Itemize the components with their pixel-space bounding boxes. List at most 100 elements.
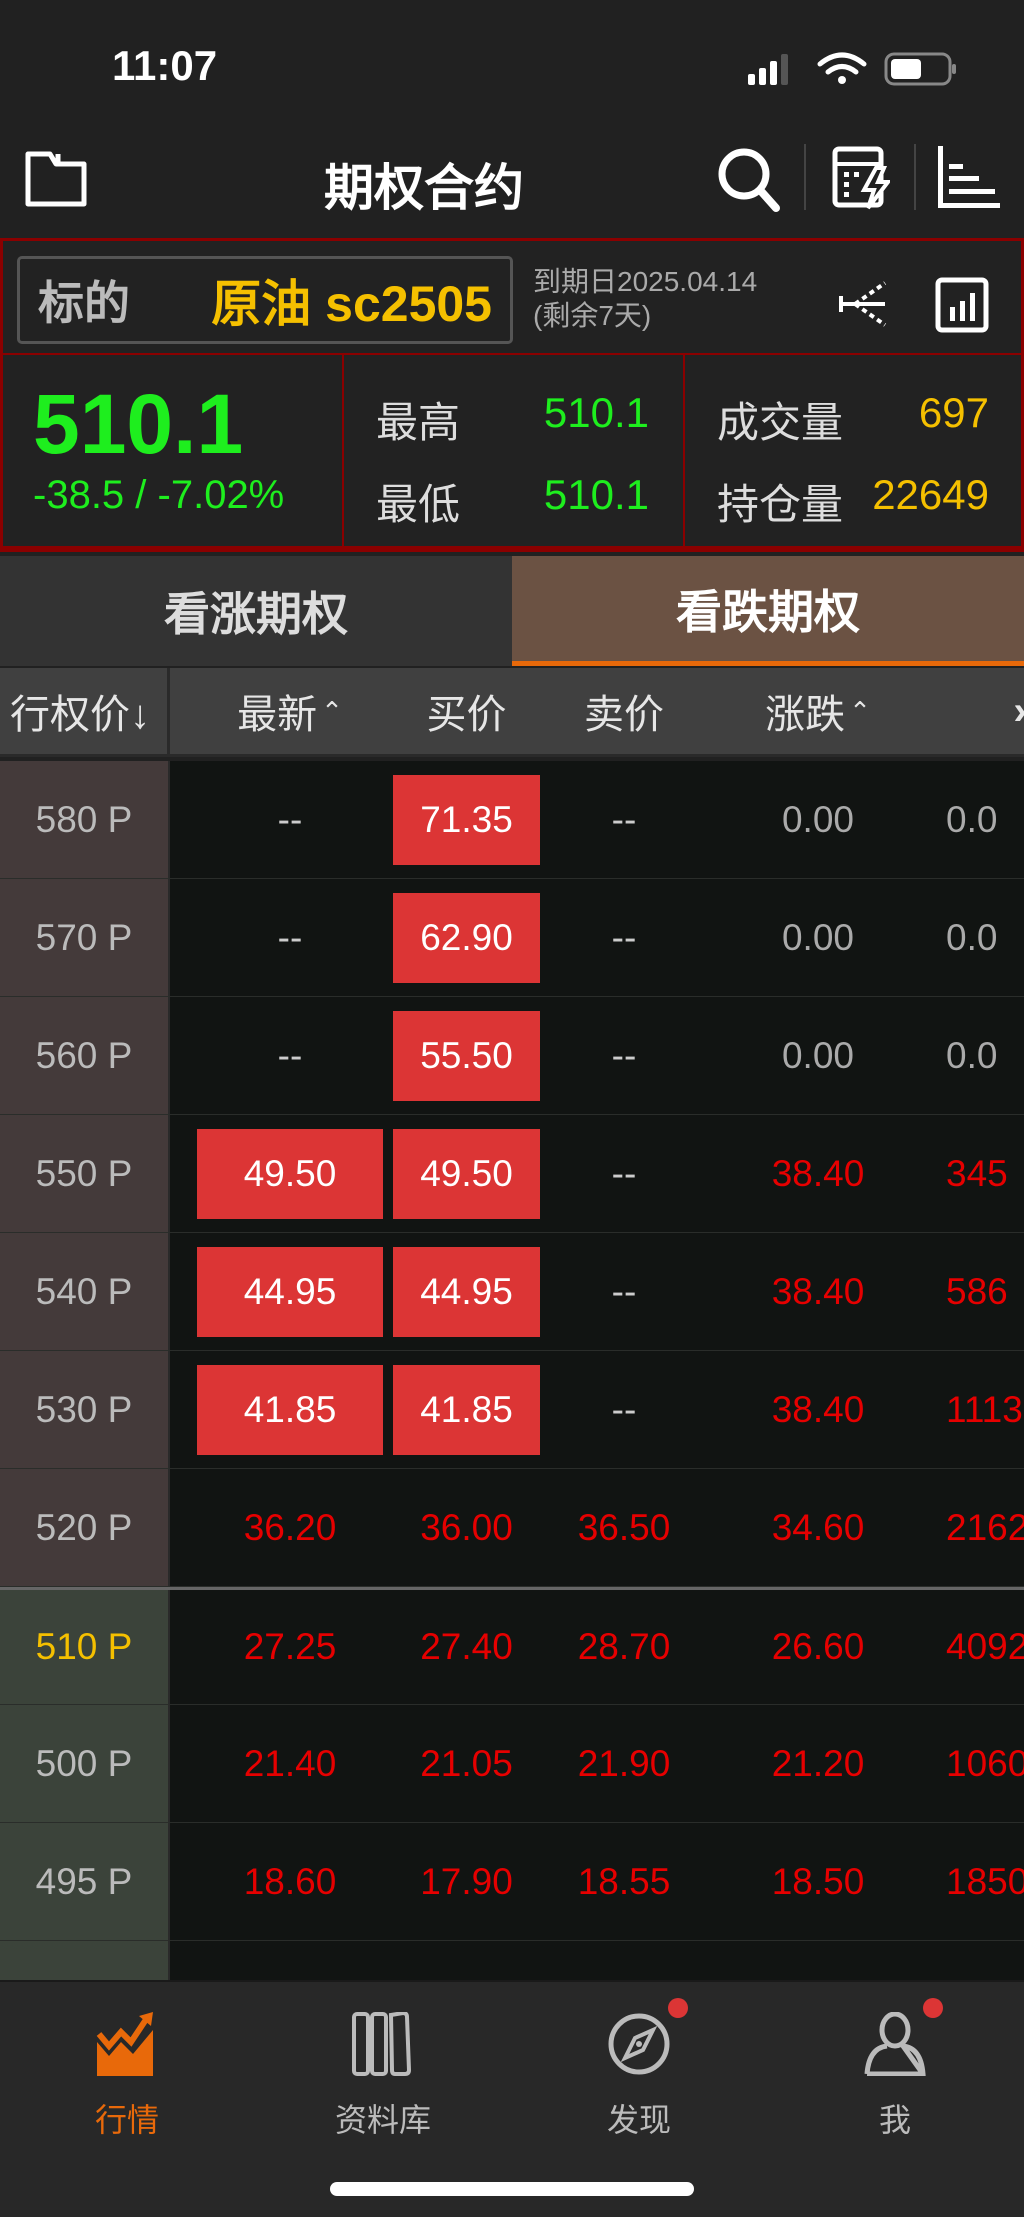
table-row[interactable]: 560 P -- 55.50 -- 0.00 0.0: [0, 997, 1024, 1115]
change-cell: 0.00: [781, 1034, 854, 1076]
sort-icon: ⌃: [849, 695, 871, 726]
column-change[interactable]: 涨跌 ⌃: [720, 668, 916, 754]
strike-price: 500 P: [0, 1705, 170, 1822]
underlying-info-panel: 标的 原油 sc2505 到期日2025.04.14 (剩余7天) 510.1 …: [0, 238, 1024, 552]
expiry-date: 到期日2025.04.14: [533, 266, 758, 297]
divider: [3, 353, 1021, 355]
notification-badge: [923, 1998, 943, 2018]
strike-price: [0, 1941, 170, 1980]
folder-icon[interactable]: [24, 150, 88, 208]
extra-cell: 345: [946, 1152, 1008, 1194]
table-row[interactable]: 495 P 18.60 17.90 18.55 18.50 1850: [0, 1823, 1024, 1941]
low-value: 510.1: [543, 471, 649, 518]
change-cell: 0.00: [781, 916, 854, 958]
strike-price: 495 P: [0, 1823, 170, 1940]
price-change: -38.5 / -7.02%: [33, 473, 285, 517]
search-icon[interactable]: [716, 146, 782, 212]
calculator-icon[interactable]: [832, 146, 890, 210]
table-row[interactable]: 550 P 49.50 49.50 -- 38.40 345: [0, 1115, 1024, 1233]
bid-price-cell: 17.90: [420, 1860, 513, 1902]
column-bid[interactable]: 买价: [426, 693, 507, 737]
share-tree-icon[interactable]: [835, 279, 891, 329]
nav-me[interactable]: 我: [805, 2011, 985, 2141]
trend-chart-icon: [96, 2012, 153, 2076]
volume-value: 697: [918, 389, 989, 436]
nav-quotes[interactable]: 行情: [37, 2012, 217, 2141]
extra-cell: 1060: [946, 1742, 1024, 1784]
bid-price-cell: 21.05: [420, 1742, 513, 1784]
column-ask[interactable]: 卖价: [584, 693, 664, 737]
chart-icon[interactable]: [935, 277, 989, 333]
ask-price-cell: --: [611, 1152, 637, 1194]
last-price-cell: 27.25: [243, 1626, 337, 1667]
page-title: 期权合约: [324, 160, 524, 216]
open-interest-label: 持仓量: [717, 481, 844, 528]
expiry-info: 到期日2025.04.14 (剩余7天): [533, 265, 757, 333]
column-strike[interactable]: 行权价↓: [0, 668, 170, 754]
table-row[interactable]: 580 P -- 71.35 -- 0.00 0.0: [0, 761, 1024, 879]
extra-cell: 4092: [946, 1626, 1024, 1667]
column-last[interactable]: 最新 ⌃: [200, 668, 380, 754]
ask-price-cell: 28.70: [577, 1626, 671, 1667]
open-interest-value: 22649: [872, 471, 989, 518]
extra-cell: 1113: [946, 1388, 1023, 1430]
ask-price-cell: --: [611, 1388, 637, 1430]
last-price-cell: 36.20: [243, 1506, 337, 1548]
bid-price-cell: 36.00: [420, 1506, 513, 1548]
change-cell: 34.60: [771, 1506, 865, 1548]
tab-put-options[interactable]: 看跌期权: [512, 556, 1024, 666]
nav-discover[interactable]: 发现: [549, 2012, 729, 2141]
bid-price-cell: 44.95: [393, 1247, 540, 1337]
divider: [683, 355, 685, 546]
change-cell: 21.20: [771, 1742, 865, 1784]
strike-price: 530 P: [0, 1351, 170, 1468]
tab-call-options[interactable]: 看涨期权: [0, 556, 512, 666]
last-price-cell: --: [277, 916, 303, 958]
table-header: 行权价↓ 最新⌃ 买价 卖价 涨跌⌃ ›: [0, 668, 1024, 757]
extra-cell: 0.0: [946, 916, 998, 958]
nav-library-label: 资料库: [334, 2102, 431, 2138]
table-row[interactable]: 510 P 27.25 27.40 28.70 26.60 4092: [0, 1587, 1024, 1705]
change-cell: 26.60: [771, 1626, 865, 1667]
column-change-label: 涨跌: [765, 693, 846, 737]
extra-cell: 1850: [946, 1860, 1024, 1902]
high-label: 最高: [376, 399, 461, 446]
scroll-right-icon[interactable]: ›: [1000, 668, 1024, 754]
last-price-cell: 18.60: [243, 1860, 337, 1902]
last-price: 510.1: [33, 377, 244, 471]
table-row[interactable]: 540 P 44.95 44.95 -- 38.40 586: [0, 1233, 1024, 1351]
bid-price-cell: 71.35: [393, 775, 540, 865]
home-indicator: [330, 2182, 694, 2196]
change-cell: 18.50: [771, 1860, 865, 1902]
last-price-cell: 21.40: [243, 1742, 337, 1784]
last-price-cell: 49.50: [197, 1129, 383, 1219]
bid-price-cell: 27.40: [420, 1626, 513, 1667]
table-row[interactable]: 500 P 21.40 21.05 21.90 21.20 1060: [0, 1705, 1024, 1823]
volume-label: 成交量: [717, 399, 844, 446]
compass-icon: [608, 2013, 670, 2075]
nav-library[interactable]: 资料库: [293, 2010, 473, 2141]
change-cell: 38.40: [771, 1152, 865, 1194]
strike-price: 520 P: [0, 1469, 170, 1586]
ask-price-cell: --: [611, 916, 637, 958]
ask-price-cell: 21.90: [577, 1742, 671, 1784]
underlying-selector[interactable]: 标的 原油 sc2505: [17, 256, 513, 344]
bid-price-cell: 55.50: [393, 1011, 540, 1101]
strike-price: 550 P: [0, 1115, 170, 1232]
last-price-cell: 44.95: [197, 1247, 383, 1337]
extra-cell: 2162: [946, 1506, 1024, 1548]
table-row[interactable]: 570 P -- 62.90 -- 0.00 0.0: [0, 879, 1024, 997]
list-sort-icon[interactable]: [936, 144, 1002, 210]
strike-price: 580 P: [0, 761, 170, 878]
change-cell: 38.40: [771, 1270, 865, 1312]
extra-cell: 0.0: [946, 798, 998, 840]
last-price-cell: --: [277, 798, 303, 840]
ask-price-cell: --: [611, 798, 637, 840]
strike-price: 540 P: [0, 1233, 170, 1350]
table-row[interactable]: 520 P 36.20 36.00 36.50 34.60 2162: [0, 1469, 1024, 1587]
user-icon: [864, 2011, 927, 2083]
table-row[interactable]: 530 P 41.85 41.85 -- 38.40 1113: [0, 1351, 1024, 1469]
bid-price-cell: 49.50: [393, 1129, 540, 1219]
underlying-name: 原油 sc2505: [211, 276, 492, 332]
notification-badge: [668, 1998, 688, 2018]
